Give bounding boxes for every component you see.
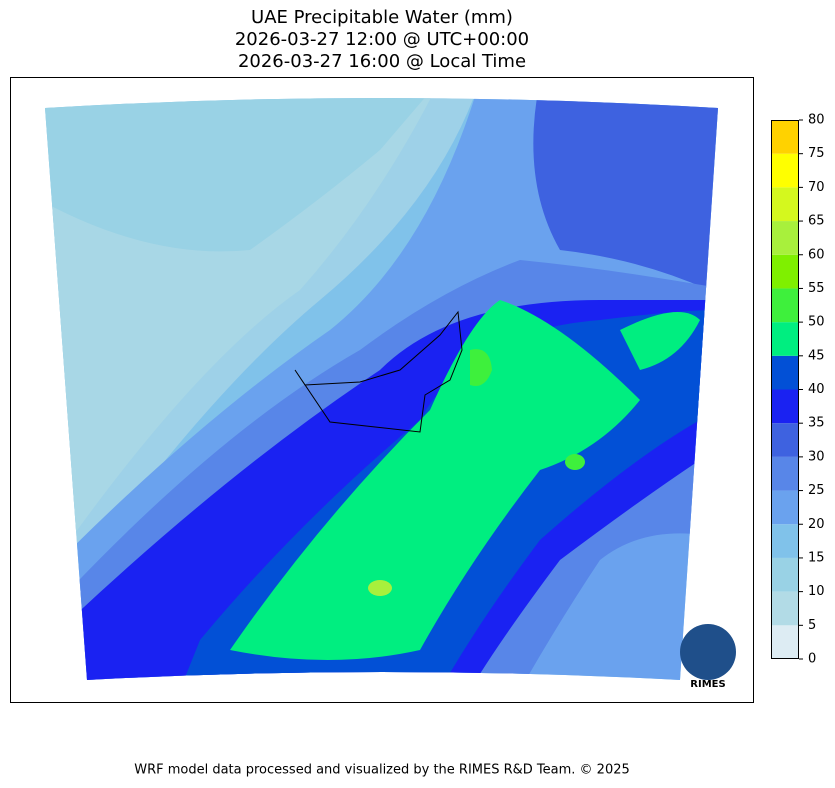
colorbar-segment (771, 423, 799, 457)
colorbar-tick-label: 60 (808, 247, 825, 262)
colorbar-segment (771, 187, 799, 222)
colorbar-segment (771, 322, 799, 356)
colorbar: 0 5 10 15 20 25 30 35 40 45 50 55 60 65 70 75 80 (771, 113, 825, 667)
colorbar-segment (771, 389, 799, 424)
colorbar-tick-label: 45 (808, 348, 825, 363)
title-line: UAE Precipitable Water (mm) (251, 7, 513, 28)
colorbar-tick-label: 20 (808, 517, 825, 532)
colorbar-frame (771, 120, 799, 659)
colorbar-tick-label: 5 (808, 618, 816, 633)
colorbar-segment (771, 355, 799, 390)
colorbar-tick-label: 80 (808, 113, 825, 128)
colorbar-tick-label: 10 (808, 584, 825, 599)
map (45, 98, 718, 680)
footer: WRF model data processed and visualized … (134, 763, 630, 778)
logo-text: RIMES (690, 679, 725, 690)
colorbar-segment (771, 490, 799, 525)
title-line: 2026-03-27 16:00 @ Local Time (238, 51, 526, 72)
colorbar-tick-label: 65 (808, 214, 825, 229)
title: UAE Precipitable Water (mm) 2026-03-27 1… (235, 7, 529, 72)
colorbar-tick-label: 25 (808, 483, 825, 498)
colorbar-tick-label: 15 (808, 550, 825, 565)
colorbar-segment (771, 288, 799, 323)
colorbar-tick-label: 70 (808, 180, 825, 195)
logo: RIMES (680, 624, 736, 690)
colorbar-segment (771, 456, 799, 491)
colorbar-segment (771, 221, 799, 255)
colorbar-segment (771, 557, 799, 592)
colorbar-segment (771, 524, 799, 558)
title-line: 2026-03-27 12:00 @ UTC+00:00 (235, 29, 529, 50)
map-frame (10, 77, 754, 703)
colorbar-segment (771, 591, 799, 626)
colorbar-tick-label: 0 (808, 652, 816, 667)
colorbar-tick-label: 75 (808, 146, 825, 161)
colorbar-segment (771, 120, 799, 154)
country-border (294, 310, 463, 433)
colorbar-segment (771, 254, 799, 289)
colorbar-tick-label: 35 (808, 416, 825, 431)
colorbar-tick-label: 55 (808, 281, 825, 296)
colorbar-segment (771, 625, 799, 659)
colorbar-tick-label: 30 (808, 449, 825, 464)
colorbar-tick-label: 40 (808, 382, 825, 397)
colorbar-segment (771, 153, 799, 188)
colorbar-tick-label: 50 (808, 315, 825, 330)
